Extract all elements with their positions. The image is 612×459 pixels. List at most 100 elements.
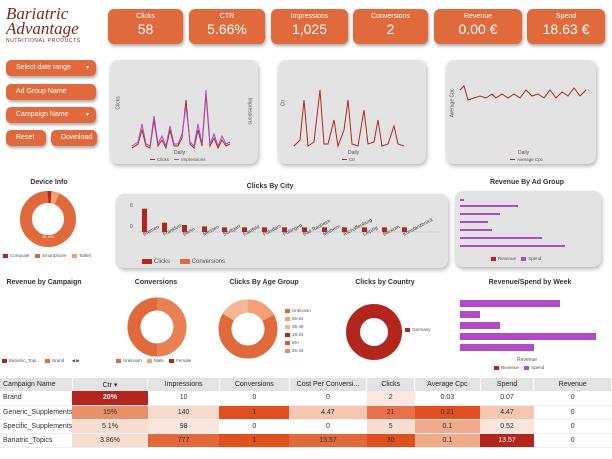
cell-ctr: 3.86% <box>72 433 148 448</box>
chevron-down-icon: ▼ <box>85 112 90 118</box>
kpi-value: 5.66% <box>207 21 247 37</box>
city-tick-label: Poltingen <box>282 223 303 238</box>
week-bar <box>460 322 500 329</box>
cpc-legend: Average Cpc <box>510 157 543 162</box>
campaign-dropdown[interactable]: Campaign Name ▼ <box>6 107 96 123</box>
col-spend[interactable]: Spend <box>480 378 535 391</box>
impressions-line <box>131 89 231 148</box>
kpi-label: Conversions <box>371 13 410 20</box>
city-bar <box>202 226 207 232</box>
reset-button[interactable]: Reset <box>6 130 46 146</box>
city-bar <box>142 208 147 232</box>
ctr-chart: Ctr Daily Ctr <box>278 60 426 164</box>
ad-group-bar <box>460 221 488 223</box>
city-bars-svg: Bremen Frankfurt Berlin Messen Stuttgart East… <box>138 208 441 238</box>
city-bar <box>222 227 227 232</box>
clicks-axis-label: Clicks <box>115 96 122 110</box>
date-range-dropdown[interactable]: Select date range ▼ <box>6 60 96 76</box>
conversions-title: Conversions <box>134 279 178 286</box>
kpi-label: CTR <box>219 13 235 20</box>
col-ctr[interactable]: Ctr ▾ <box>72 378 149 391</box>
week-bar <box>460 300 560 307</box>
table-row[interactable]: Bariatric_Topics 3.86% 777 1 13.57 30 0.… <box>0 433 612 448</box>
cell-clicks: 30 <box>366 433 415 448</box>
cell-impressions: 777 <box>147 433 220 448</box>
cpc-line <box>459 85 587 101</box>
cell-revenue: 0 <box>533 419 612 434</box>
ctr-axis-label: Ctr <box>280 99 287 107</box>
table-row[interactable]: Generic_Supplements 15% 140 1 4.47 21 0.… <box>0 405 612 420</box>
cell-conversions: 0 <box>219 419 290 434</box>
cell-spend: 13.57 <box>480 433 534 448</box>
col-campaign-name[interactable]: Campaign Name <box>0 378 73 391</box>
col-clicks[interactable]: Clicks <box>366 378 416 391</box>
city-tick: 6 <box>130 203 133 209</box>
campaign-legend: Bariatric_Topi... Brand ◀ ▶ <box>2 358 80 364</box>
ad-group-bar <box>460 229 492 231</box>
col-cost-per-conversion[interactable]: Cost Per Conversi... <box>289 378 368 391</box>
city-legend: Clicks Conversions <box>142 259 225 265</box>
kpi-clicks: Clicks 58 <box>108 9 183 44</box>
cell-cost-per-conversion: 0 <box>289 391 367 406</box>
logo-tagline: NUTRITIONAL PRODUCTS <box>6 38 81 44</box>
cell-impressions: 98 <box>147 419 220 434</box>
table-row[interactable]: Specific_Supplements 5.1% 98 0 0 5 0.1 0… <box>0 419 612 434</box>
kpi-ctr: CTR 5.66% <box>189 9 265 44</box>
week-xlabel: Revenue <box>517 357 538 363</box>
col-impressions[interactable]: Impressions <box>147 378 220 391</box>
city-bar <box>322 227 327 232</box>
cell-clicks: 21 <box>366 405 415 420</box>
city-bar <box>262 227 267 232</box>
cell-cost-per-conversion: 4.47 <box>289 405 367 420</box>
age-group-donut <box>218 299 278 359</box>
city-bar <box>302 227 307 232</box>
conversions-slice-unknown <box>156 297 187 357</box>
cell-cost-per-conversion: 0 <box>289 419 367 434</box>
kpi-value: 58 <box>137 21 154 37</box>
device-legend: Computer Smartphone Tablet <box>3 253 91 258</box>
cell-revenue: 0 <box>533 405 612 420</box>
revenue-by-campaign-title: Revenue by Campaign <box>6 279 82 286</box>
age-group-title: Clicks By Age Group <box>229 279 299 286</box>
week-bars-svg <box>460 300 596 351</box>
city-bar <box>362 227 367 232</box>
city-bar <box>242 227 247 232</box>
device-pct-label: 91.4% <box>42 234 54 239</box>
city-tick-label: Konstanzbrück <box>402 217 434 238</box>
kpi-value: 0.00 € <box>458 21 498 37</box>
cell-clicks: 5 <box>366 419 415 434</box>
ad-group-dropdown[interactable]: Ad Group Name <box>6 84 96 100</box>
kpi-label: Spend <box>555 13 577 20</box>
ctr-line <box>293 89 405 148</box>
cpc-axis-label: Average Cpc <box>449 88 456 118</box>
campaign-label: Campaign Name <box>16 111 69 118</box>
city-bar <box>162 222 167 232</box>
conversions-donut <box>127 297 187 357</box>
cell-impressions: 140 <box>147 405 220 420</box>
country-title: Clicks by Country <box>355 279 415 286</box>
clicks-impressions-chart: Clicks Impressions Daily Clicks Impressi… <box>110 60 258 164</box>
daily-axis-label: Daily <box>518 150 530 156</box>
device-donut: 91.4% <box>20 190 76 247</box>
cell-conversions: 0 <box>219 391 290 406</box>
city-bar <box>282 227 287 232</box>
kpi-spend: Spend 18.63 € <box>527 9 605 44</box>
ad-group-bar <box>460 199 464 201</box>
col-conversions[interactable]: Conversions <box>219 378 290 391</box>
col-revenue[interactable]: Revenue <box>533 378 612 391</box>
logo-line-2: Advantage <box>6 19 79 38</box>
kpi-label: Revenue <box>463 13 493 20</box>
clicks-by-city-title: Clicks By City <box>246 183 294 190</box>
table-row[interactable]: Brand 20% 10 0 0 2 0.03 0.07 0 <box>0 391 612 406</box>
ad-group-bars-svg <box>460 199 565 247</box>
col-average-cpc[interactable]: Average Cpc <box>414 378 481 391</box>
kpi-conversions: Conversions 2 <box>353 9 428 44</box>
age-slice-55-64 <box>247 299 274 322</box>
ad-group-bar <box>460 237 542 239</box>
average-cpc-svg <box>459 85 587 101</box>
week-bar <box>460 344 534 351</box>
download-button[interactable]: Download <box>51 130 97 146</box>
city-tick-label: Eastfeld <box>242 224 261 238</box>
cell-average-cpc: 0.03 <box>414 391 481 406</box>
cell-average-cpc: 0.1 <box>414 419 481 434</box>
